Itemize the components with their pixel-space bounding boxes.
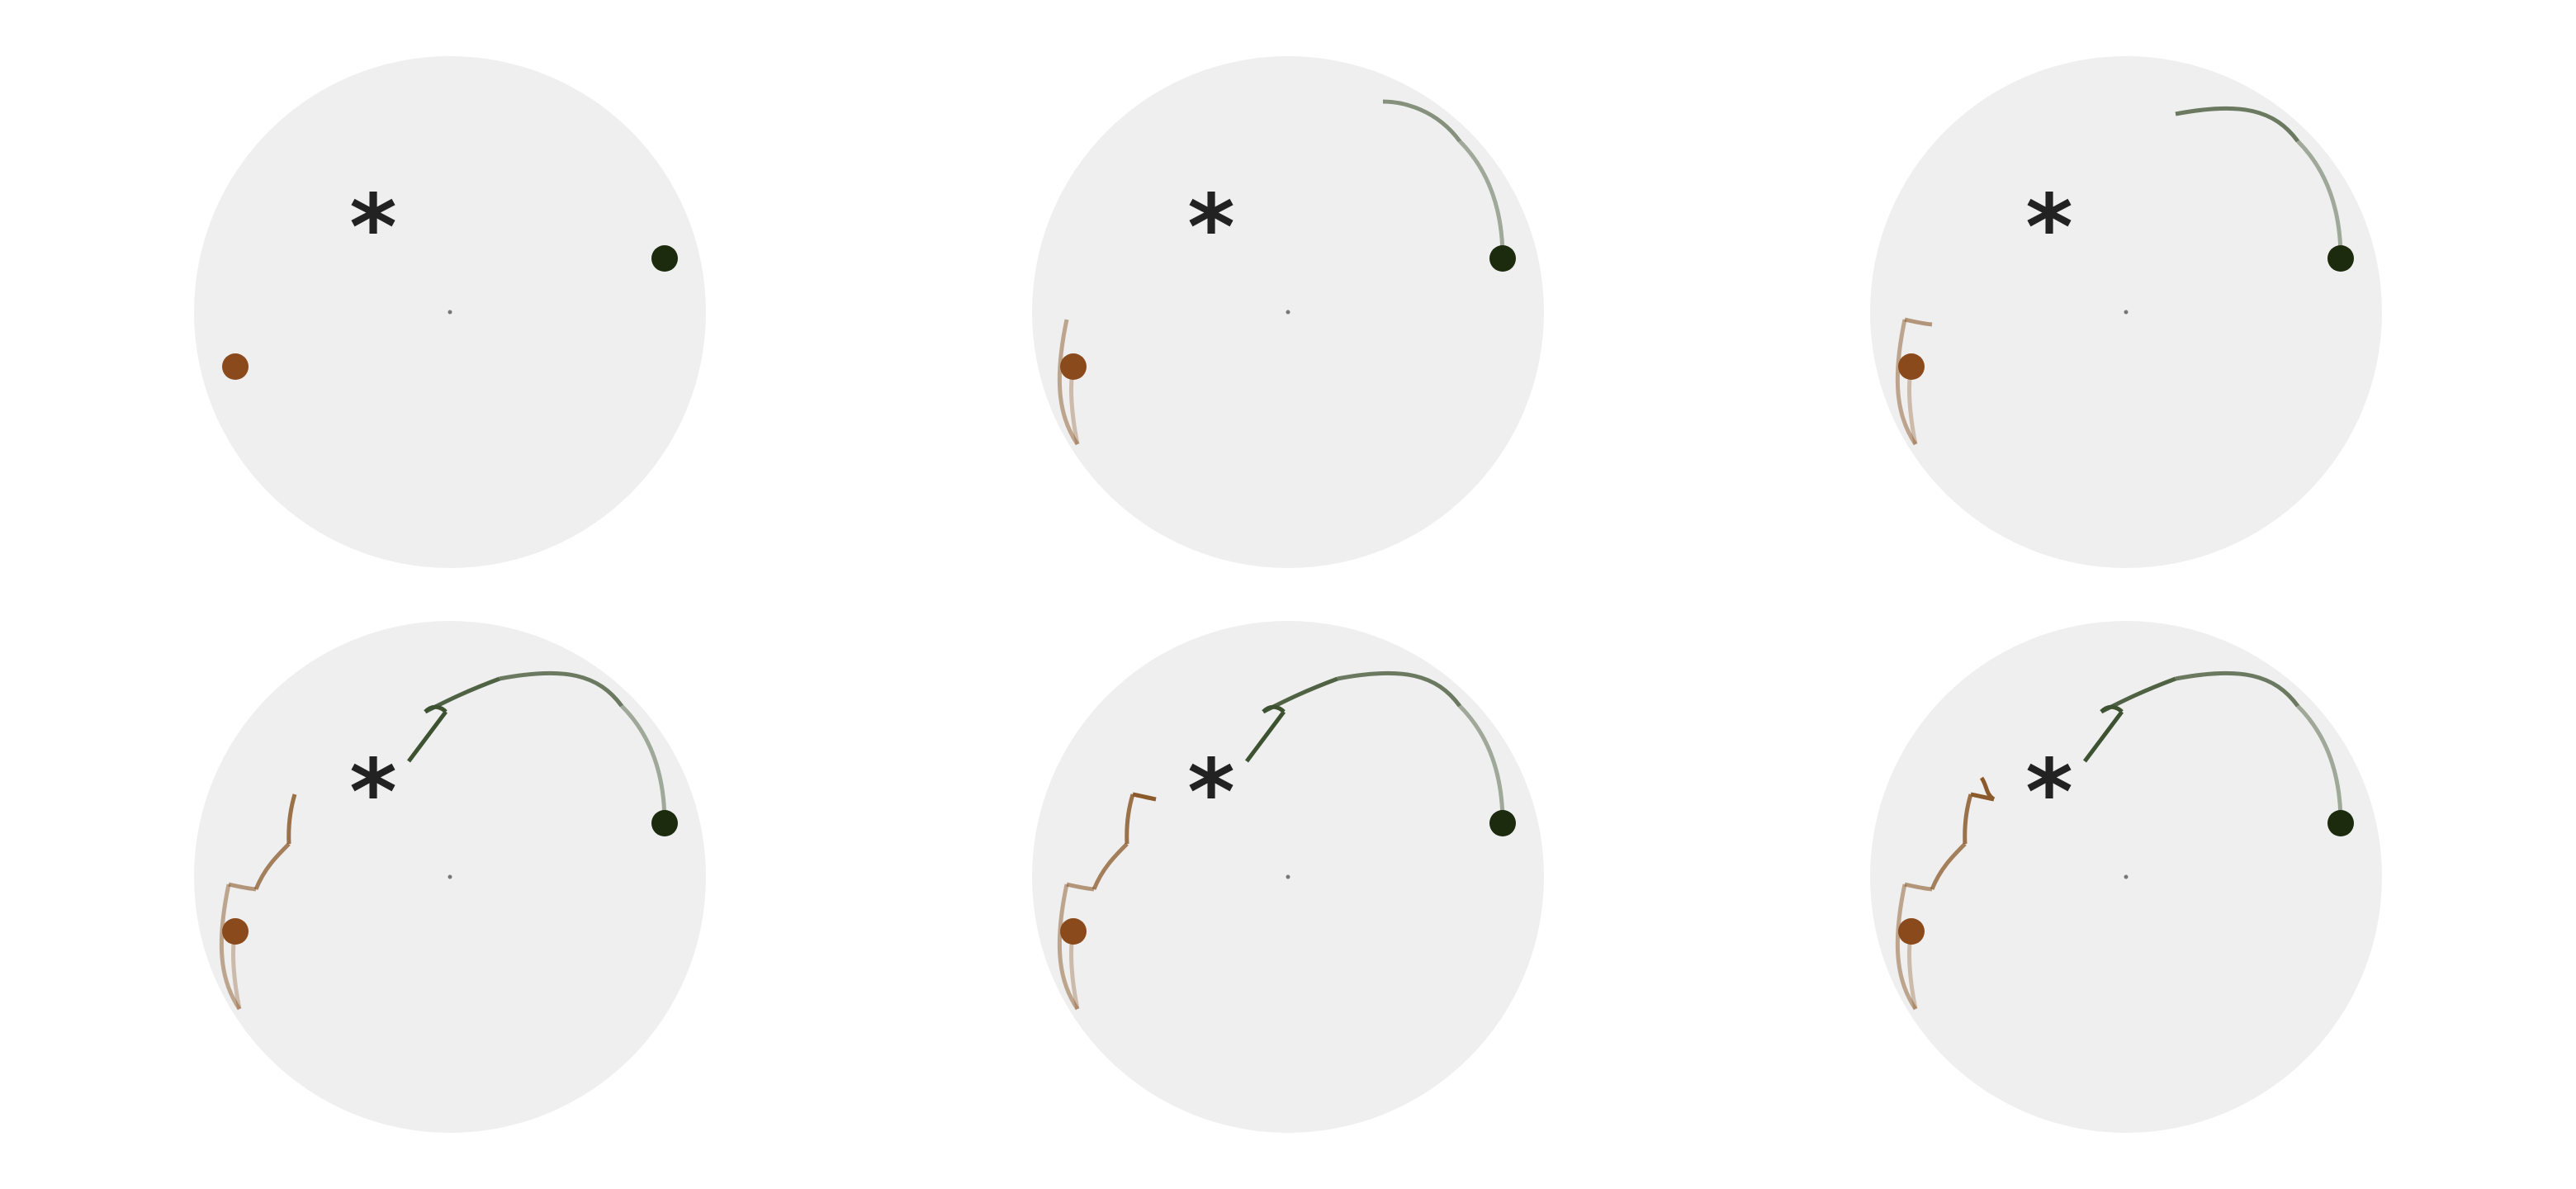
panel-2: * (1032, 56, 1544, 568)
asterisk-target-icon: * (2025, 174, 2073, 280)
green-trail-segment (1262, 704, 1286, 713)
center-dot (2124, 310, 2129, 315)
panel-4: * (194, 621, 706, 1133)
green-trail-segment (2175, 106, 2300, 143)
dark-green-dot-icon (651, 245, 678, 272)
green-trail-segment (499, 670, 624, 708)
green-trail-segment (2296, 704, 2343, 824)
asterisk-target-icon: * (1187, 174, 1235, 280)
asterisk-target-icon: * (349, 174, 397, 280)
green-trail-segment (1382, 99, 1462, 143)
green-trail-segment (1245, 710, 1286, 763)
green-trail-segment (406, 710, 447, 763)
panel-6: * (1870, 621, 2382, 1133)
center-dot (2124, 874, 2129, 879)
dark-green-dot-icon (651, 810, 678, 836)
center-dot (1286, 310, 1290, 315)
brown-dot-icon (222, 353, 249, 380)
brown-trail-segment (1963, 793, 1973, 845)
brown-trail-segment (1904, 882, 1933, 892)
green-trail-segment (2083, 710, 2124, 763)
brown-trail-segment (1895, 319, 1918, 446)
brown-dot-icon (1898, 353, 1925, 380)
green-trail-segment (2175, 670, 2300, 708)
green-trail-segment (1337, 670, 1462, 708)
brown-trail-segment (253, 842, 291, 890)
brown-trail-segment (1057, 319, 1080, 446)
green-trail-segment (620, 704, 667, 824)
brown-trail-segment (286, 793, 297, 845)
asterisk-target-icon: * (349, 739, 397, 845)
asterisk-target-icon: * (2025, 739, 2073, 845)
green-trail-segment (1458, 704, 1505, 824)
brown-trail-segment (219, 883, 242, 1011)
brown-dot-icon (1060, 353, 1087, 380)
brown-dot-icon (222, 918, 249, 945)
center-dot (447, 874, 452, 879)
brown-dot-icon (1060, 918, 1087, 945)
green-trail-segment (1458, 140, 1505, 259)
brown-trail-segment (1979, 776, 1996, 802)
brown-trail-segment (1091, 842, 1129, 890)
brown-trail-segment (1132, 792, 1157, 802)
dark-green-dot-icon (2327, 810, 2354, 836)
panel-3: * (1870, 56, 2382, 568)
center-dot (1286, 874, 1290, 879)
asterisk-target-icon: * (1187, 739, 1235, 845)
panel-5: * (1032, 621, 1544, 1133)
brown-trail-segment (1895, 883, 1918, 1011)
green-trail-segment (2100, 704, 2124, 713)
brown-trail-segment (228, 882, 257, 892)
brown-trail-segment (1057, 883, 1080, 1011)
dark-green-dot-icon (2327, 245, 2354, 272)
dark-green-dot-icon (1489, 245, 1516, 272)
brown-trail-segment (1904, 317, 1933, 327)
brown-dot-icon (1898, 918, 1925, 945)
brown-trail-segment (1125, 793, 1135, 845)
brown-trail-segment (1930, 842, 1967, 890)
center-dot (447, 310, 452, 315)
brown-trail-segment (1066, 882, 1095, 892)
green-trail-segment (2296, 140, 2343, 259)
dark-green-dot-icon (1489, 810, 1516, 836)
green-trail-segment (424, 704, 447, 713)
panel-1: * (194, 56, 706, 568)
